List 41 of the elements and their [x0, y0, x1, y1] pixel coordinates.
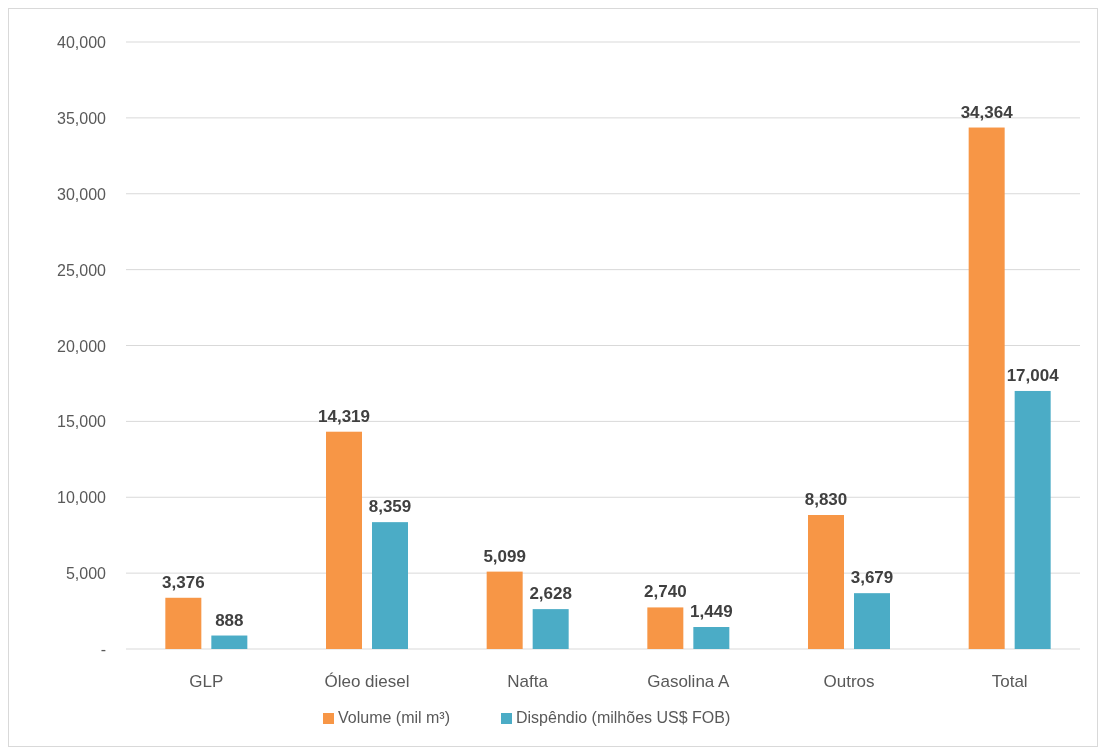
y-tick-label: 15,000 [57, 413, 107, 431]
bar [693, 627, 730, 649]
bar [1014, 390, 1051, 649]
bar [165, 597, 202, 649]
data-label: 17,004 [1006, 365, 1060, 385]
bar [968, 127, 1005, 649]
bar [532, 609, 569, 649]
x-tick-label: Gasolina A [647, 672, 731, 691]
x-tick-label: GLP [189, 672, 224, 691]
bar [211, 635, 248, 649]
x-tick-label: Outros [823, 672, 875, 691]
data-label: 8,830 [804, 490, 848, 509]
data-label: 34,364 [960, 102, 1014, 122]
y-tick-label: - [100, 641, 106, 658]
x-tick-label: Nafta [507, 672, 549, 691]
y-tick-label: 40,000 [57, 34, 107, 51]
bar [647, 607, 684, 649]
x-tick-label: Óleo diesel [324, 672, 410, 691]
data-label: 14,319 [318, 406, 370, 426]
y-tick-label: 5,000 [65, 565, 107, 583]
y-tick-label: 35,000 [57, 109, 107, 127]
data-label: 8,359 [368, 497, 412, 517]
data-label: 3,376 [162, 572, 205, 592]
bar [854, 593, 890, 649]
y-tick-label: 10,000 [57, 489, 107, 507]
data-label: 3,679 [850, 568, 894, 588]
y-tick-label: 20,000 [57, 337, 107, 355]
data-label: 1,449 [690, 602, 733, 622]
bar [808, 515, 844, 649]
bar [486, 571, 523, 649]
legend-label: Dispêndio (milhões US$ FOB) [516, 709, 731, 726]
legend-label: Volume (mil m³) [338, 709, 451, 726]
y-tick-label: 25,000 [57, 261, 107, 279]
data-label: 888 [215, 610, 244, 630]
data-label: 5,099 [483, 546, 526, 566]
data-label: 2,740 [644, 582, 687, 602]
bar [372, 522, 408, 649]
data-label: 2,628 [529, 584, 572, 604]
y-tick-label: 30,000 [57, 185, 107, 203]
bar [326, 431, 362, 649]
x-tick-label: Total [991, 672, 1028, 691]
